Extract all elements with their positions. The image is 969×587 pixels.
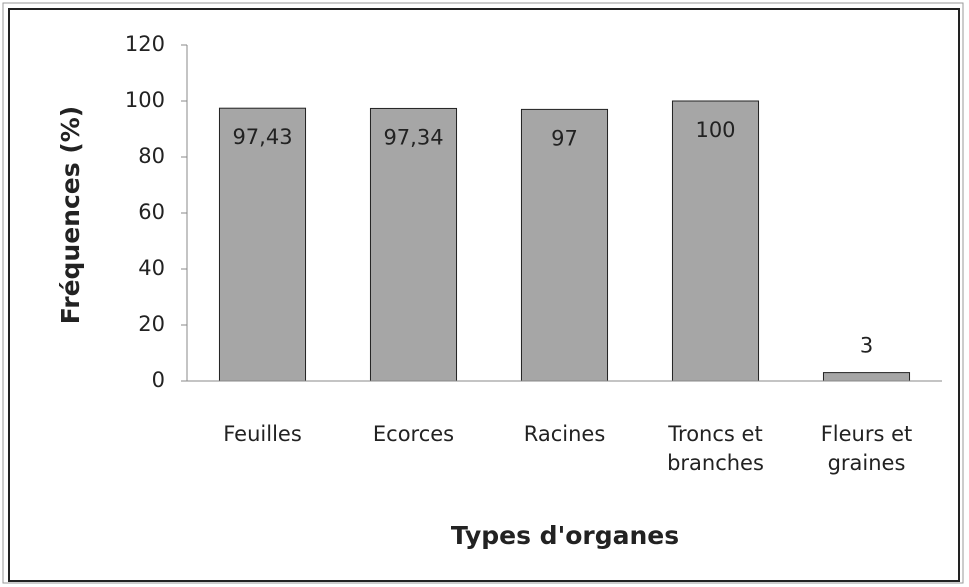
x-tick-label: Fleurs et graines [820, 422, 913, 475]
value-label: 97,43 [232, 125, 292, 149]
y-tick-label: 80 [138, 144, 165, 168]
bar [369, 107, 458, 382]
bar [671, 100, 760, 382]
x-tick-label: Racines [523, 422, 606, 446]
bar [822, 372, 911, 382]
value-label: 3 [860, 334, 873, 358]
value-label: 100 [695, 118, 735, 142]
y-tick-label: 60 [138, 200, 165, 224]
x-tick-label: Ecorces [372, 422, 455, 446]
y-tick-label: 40 [138, 256, 165, 280]
y-axis-title: Fréquences (%) [56, 106, 85, 324]
y-tick-label: 100 [125, 88, 165, 112]
bar [520, 108, 609, 382]
x-axis-title: Types d'organes [451, 521, 679, 550]
value-label: 97 [551, 126, 578, 150]
x-tick-label: Troncs et branches [667, 422, 764, 475]
y-tick-label: 120 [125, 32, 165, 56]
chart-frame [8, 8, 960, 582]
bar [218, 107, 307, 382]
x-tick-label: Feuilles [223, 422, 302, 446]
y-tick-label: 0 [152, 368, 165, 392]
y-tick-label: 20 [138, 312, 165, 336]
value-label: 97,34 [383, 125, 443, 149]
